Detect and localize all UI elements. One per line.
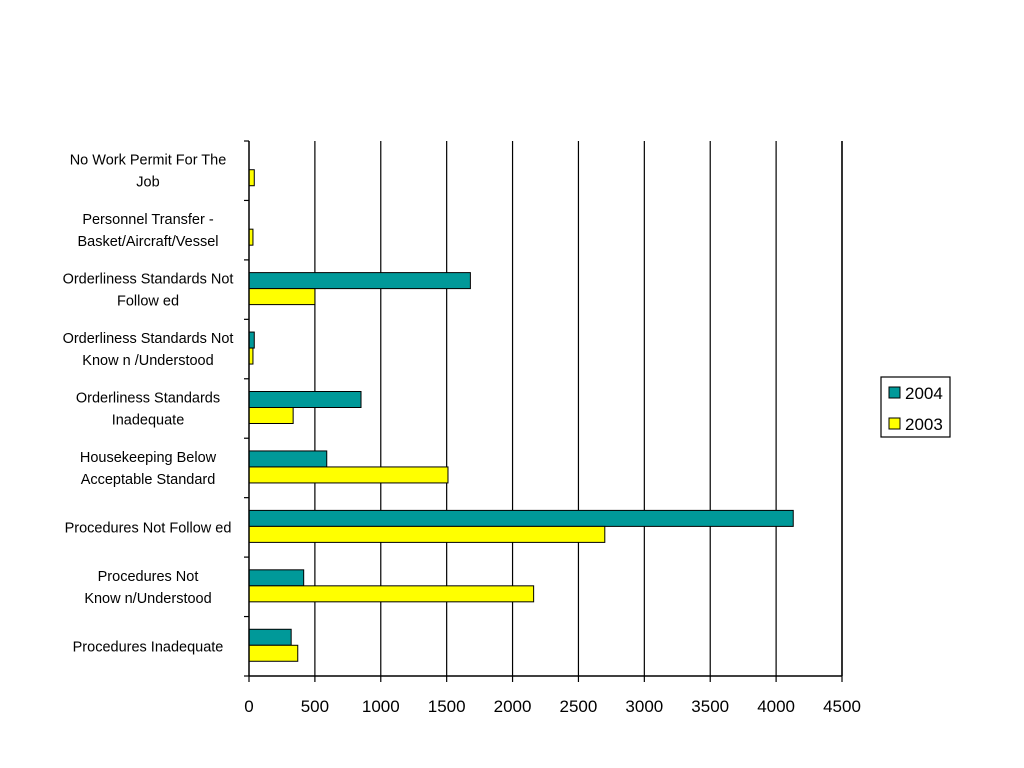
legend-label-2003: 2003: [905, 415, 943, 434]
category-label-2: Orderliness Standards Not Follow ed: [63, 272, 234, 310]
bar-2003-8: [248, 644, 299, 662]
x-tick-label-3000: 3000: [625, 697, 663, 716]
bar-2003-0: [248, 169, 255, 187]
bar-2004-2: [248, 272, 471, 290]
category-label-3: Orderliness Standards Not Know n /Underst…: [63, 331, 234, 369]
category-label-1: Personnel Transfer -Basket/Aircraft/Vess…: [77, 212, 218, 250]
x-tick-label-2500: 2500: [560, 697, 598, 716]
bar-2003-7: [248, 585, 535, 603]
category-label-6: Procedures Not Follow ed: [65, 520, 232, 536]
category-label-8: Procedures Inadequate: [73, 639, 224, 655]
x-tick-label-0: 0: [244, 697, 253, 716]
x-tick-label-3500: 3500: [691, 697, 729, 716]
bar-2003-2: [248, 288, 316, 306]
category-label-0: No Work Permit For The Job: [70, 153, 227, 191]
legend-label-2004: 2004: [905, 384, 943, 403]
category-label-4: Orderliness Standards Inadequate: [76, 391, 220, 429]
legend-swatch-2003: [888, 417, 901, 430]
bar-2003-4: [248, 407, 294, 424]
x-tick-label-4000: 4000: [757, 697, 795, 716]
x-tick-label-1000: 1000: [362, 697, 400, 716]
x-tick-label-1500: 1500: [428, 697, 466, 716]
category-label-7: Procedures Not Know n/Understood: [84, 569, 211, 607]
bar-2003-5: [248, 466, 449, 484]
bar-2004-7: [248, 569, 305, 587]
x-tick-label-4500: 4500: [823, 697, 861, 716]
bar-2004-3: [248, 331, 255, 349]
bar-2004-6: [248, 509, 794, 527]
x-tick-label-500: 500: [301, 697, 329, 716]
category-label-5: Housekeeping Below Acceptable Standard: [80, 450, 217, 488]
bar-2004-4: [248, 391, 362, 408]
legend-swatch-2004: [888, 386, 901, 399]
x-tick-label-2000: 2000: [494, 697, 532, 716]
bar-2004-5: [248, 450, 328, 468]
bar-2003-6: [248, 525, 606, 543]
bar-2004-8: [248, 628, 292, 646]
